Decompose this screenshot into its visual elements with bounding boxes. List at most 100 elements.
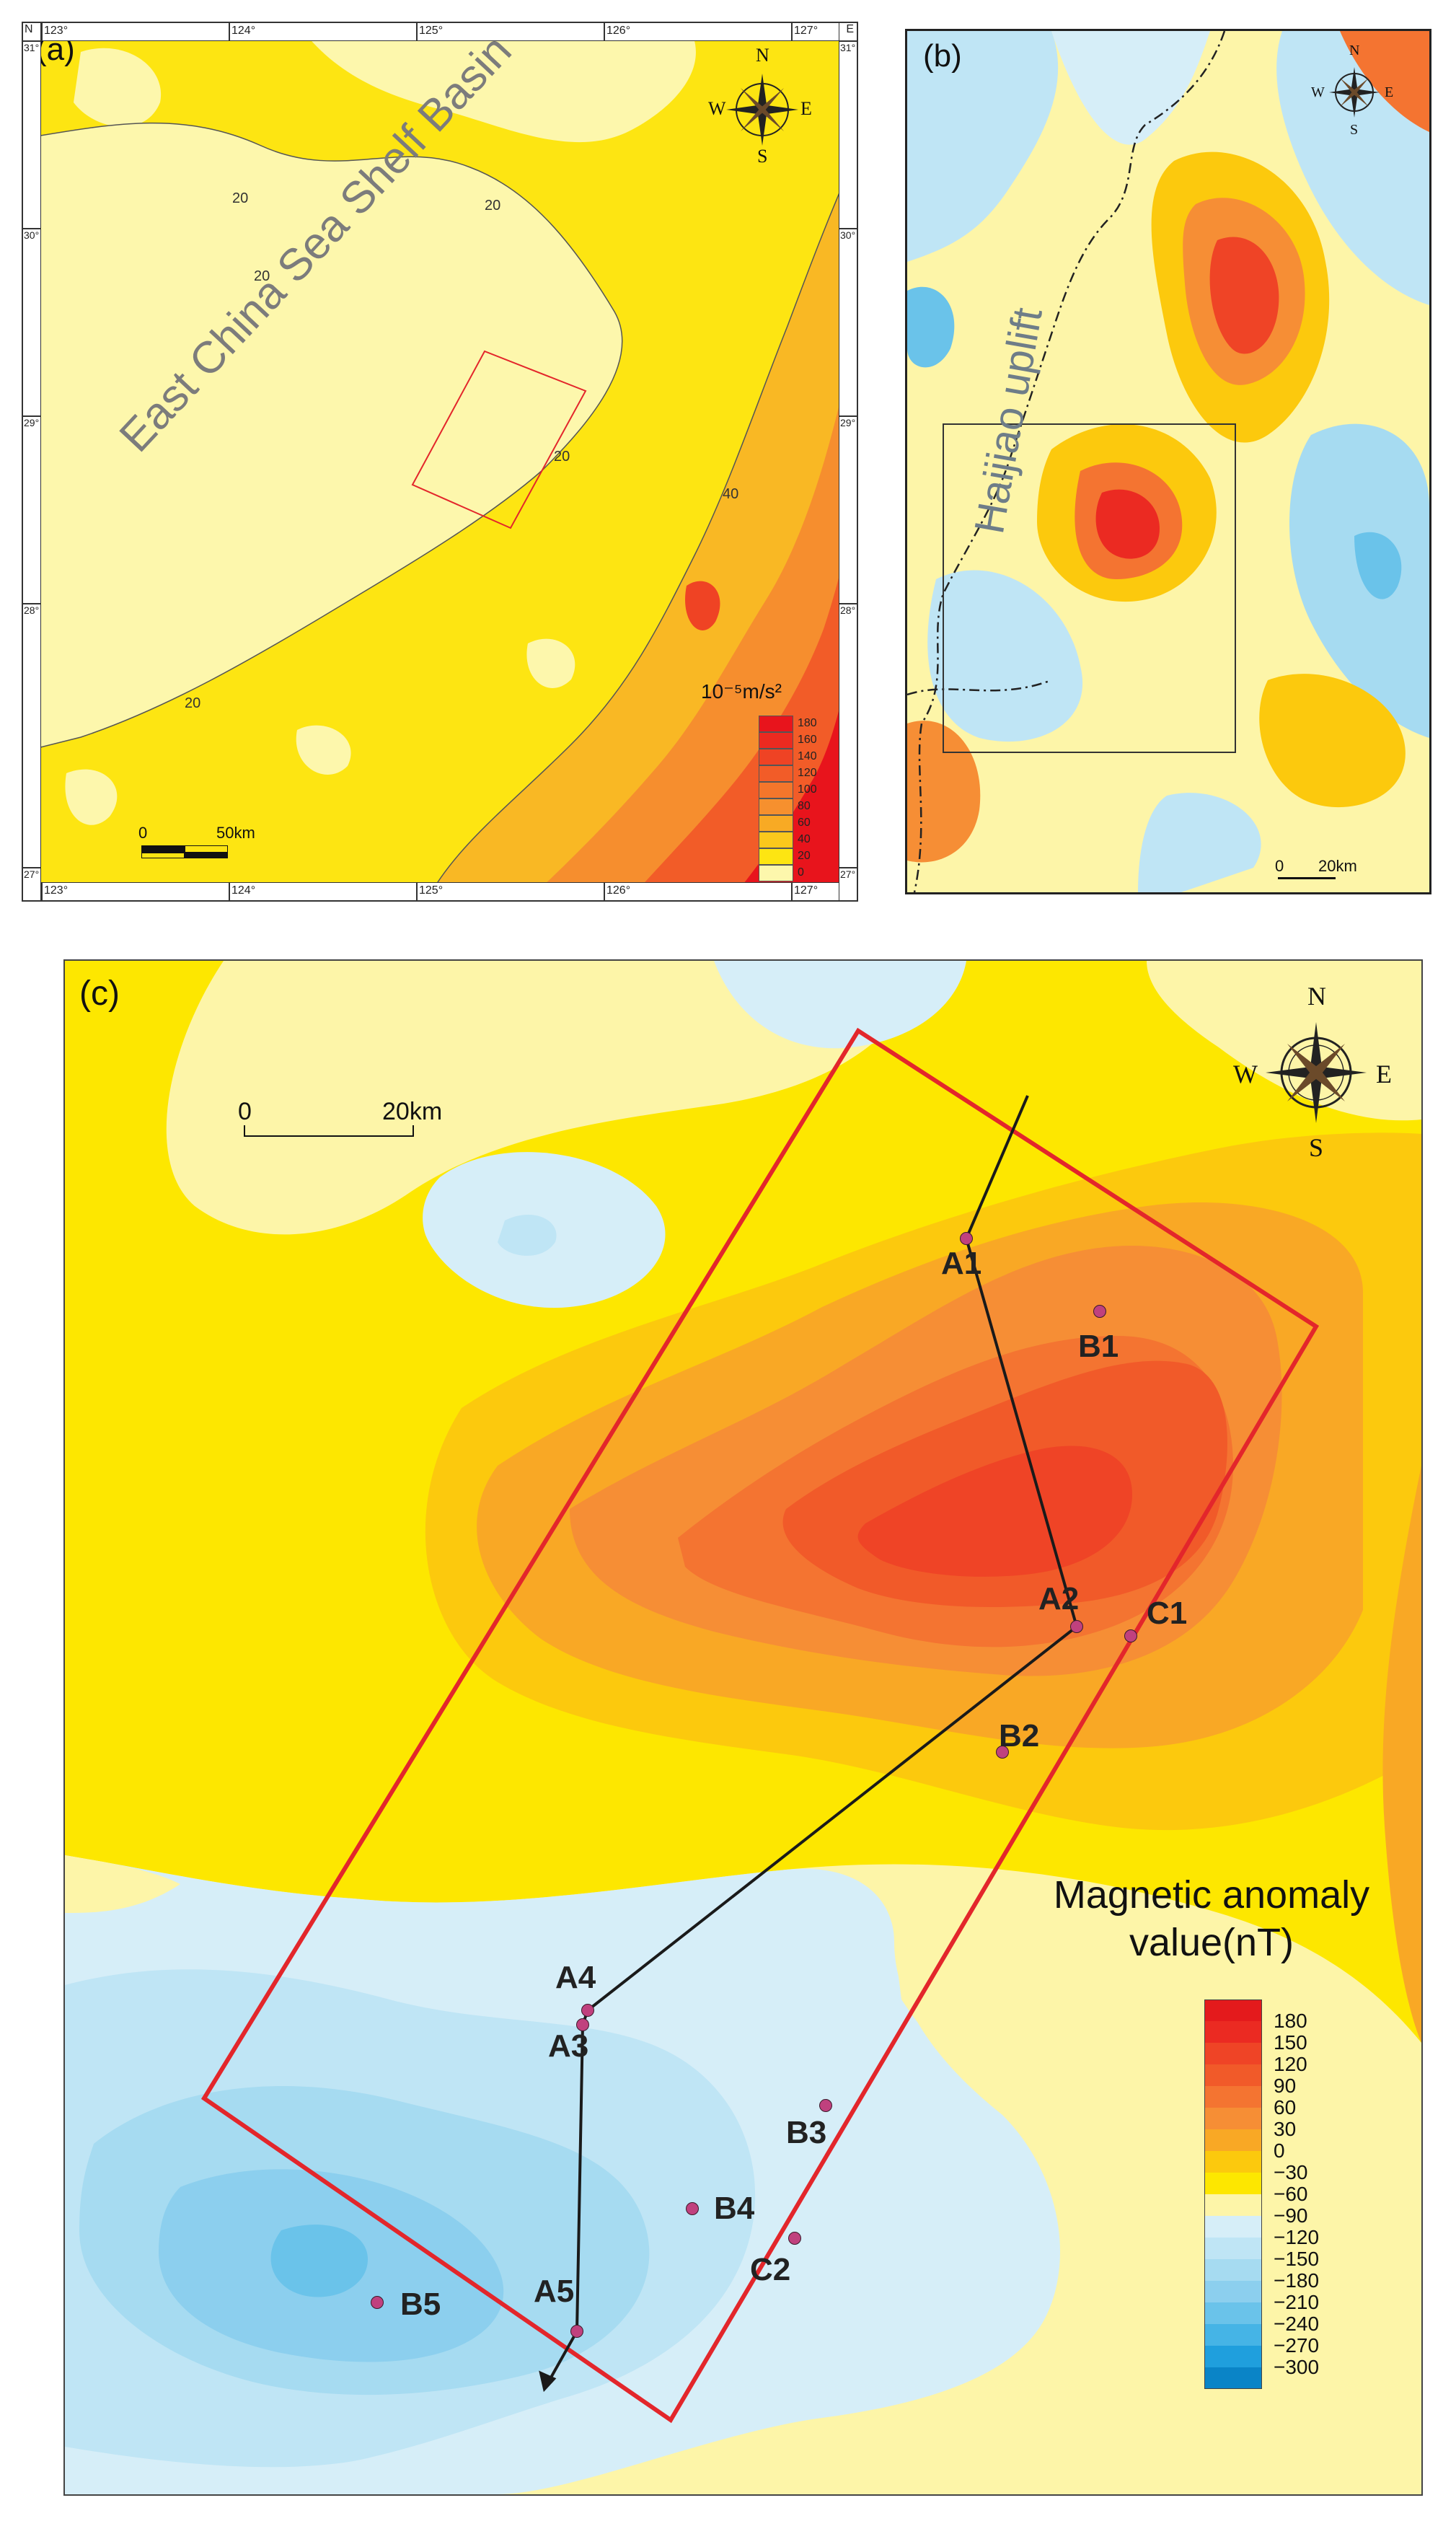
lon-tick-label: 123° xyxy=(44,25,69,37)
panel-c-map-svg xyxy=(65,961,1421,2494)
point-label: B2 xyxy=(999,1718,1040,1754)
map-b-high-zone xyxy=(1209,237,1279,354)
legend-swatch xyxy=(759,732,793,749)
site-marker[interactable] xyxy=(819,2099,832,2112)
legend-swatch xyxy=(759,832,793,848)
site-marker[interactable] xyxy=(371,2296,384,2309)
map-a-blob xyxy=(685,581,720,630)
legend-swatch xyxy=(759,716,793,732)
map-b-low-zone xyxy=(1354,532,1402,599)
contour-label: 40 xyxy=(723,486,739,502)
legend-value: 60 xyxy=(1274,2096,1297,2119)
map-c-zone-120 xyxy=(857,1446,1132,1577)
map-c-zone-0-edge xyxy=(1382,1466,1421,2043)
legend-value: 120 xyxy=(798,767,817,779)
map-a-contour xyxy=(426,152,857,900)
lat-tick-label: 28° xyxy=(840,604,856,616)
lon-tick-label: 124° xyxy=(231,884,256,897)
legend-value: −90 xyxy=(1274,2204,1308,2227)
lon-tick-label: 124° xyxy=(231,25,256,37)
lat-tick-mark xyxy=(23,40,40,42)
lat-axis-right: 31° 30° 29° 28° 27° xyxy=(839,23,857,900)
lon-tick-mark xyxy=(41,883,43,900)
well-marker[interactable] xyxy=(581,2004,594,2017)
well-marker[interactable] xyxy=(1070,1620,1083,1633)
legend-swatch xyxy=(759,798,793,815)
lat-tick-label: 29° xyxy=(24,417,40,428)
legend-swatch xyxy=(1204,2324,1262,2346)
legend-swatch xyxy=(1204,2086,1262,2108)
panel-c-label: (c) xyxy=(79,974,120,1013)
panel-a-scale-bar: 0 50km xyxy=(138,824,355,867)
lon-tick-label: 126° xyxy=(606,25,631,37)
legend-swatch xyxy=(1204,2108,1262,2129)
map-b-low-zone xyxy=(1289,423,1429,738)
lat-tick-mark xyxy=(23,415,40,417)
legend-title: Magnetic anomaly value(nT) xyxy=(1053,1873,1370,1964)
lon-tick-label: 127° xyxy=(794,884,819,897)
site-marker[interactable] xyxy=(788,2232,801,2245)
legend-swatch xyxy=(759,749,793,765)
legend-swatch xyxy=(759,782,793,798)
contour-label: 20 xyxy=(554,449,570,465)
map-b-study-box xyxy=(943,423,1236,753)
map-a-high-zone-100 xyxy=(629,485,857,900)
lon-tick-label: 127° xyxy=(794,25,819,37)
lon-tick-label: 126° xyxy=(606,884,631,897)
compass-rose-icon: N S E W xyxy=(708,45,812,167)
lat-tick-mark xyxy=(23,867,40,868)
point-label: A1 xyxy=(941,1246,982,1281)
well-marker[interactable] xyxy=(570,2325,583,2338)
legend-value: 0 xyxy=(1274,2139,1285,2162)
legend-value: 140 xyxy=(798,750,817,762)
legend-swatch xyxy=(1204,2367,1262,2389)
lon-tick-mark xyxy=(41,23,43,40)
legend-swatch xyxy=(759,815,793,832)
site-marker[interactable] xyxy=(1124,1629,1137,1642)
map-a-blob xyxy=(37,449,106,529)
map-b-low-zone xyxy=(927,570,1083,742)
legend-swatch xyxy=(1204,2129,1262,2151)
map-b-high-zone xyxy=(1259,674,1406,808)
map-a-blob xyxy=(65,769,118,825)
legend-value: 180 xyxy=(1274,2010,1307,2032)
lon-tick-mark xyxy=(604,883,605,900)
legend-swatch xyxy=(1204,2281,1262,2302)
legend-value: 150 xyxy=(1274,2031,1307,2054)
lat-tick-label: 28° xyxy=(24,604,40,616)
legend-swatch xyxy=(759,865,793,881)
legend-swatch xyxy=(1204,2346,1262,2367)
map-c-zone-minus90 xyxy=(166,961,931,1235)
corner-n-label: N xyxy=(25,23,33,35)
well-marker[interactable] xyxy=(960,1232,973,1245)
lon-tick-label: 123° xyxy=(44,884,69,897)
legend-value: 80 xyxy=(798,800,811,812)
lat-tick-mark xyxy=(839,228,857,229)
lat-tick-label: 29° xyxy=(840,417,856,428)
lat-tick-label: 30° xyxy=(840,229,856,241)
point-label: A5 xyxy=(534,2274,575,2309)
legend-swatch xyxy=(1204,2043,1262,2064)
point-label: C1 xyxy=(1147,1596,1188,1631)
points-layer: A1 A2 A3 A4 A5 B1 B2 B3 B4 B5 C1 C2 xyxy=(65,961,1421,2494)
legend-value: −60 xyxy=(1274,2183,1308,2205)
point-label: C2 xyxy=(750,2252,791,2287)
point-label: B3 xyxy=(786,2115,827,2150)
legend-swatch xyxy=(1204,2259,1262,2281)
site-marker[interactable] xyxy=(996,1746,1009,1759)
map-a-blob xyxy=(526,638,575,688)
map-b-boundary-line xyxy=(907,679,1052,696)
site-marker[interactable] xyxy=(1093,1305,1106,1318)
panel-a-legend: 10⁻⁵m/s² 180 160 140 120 100 80 60 40 20 0 xyxy=(701,679,845,896)
map-a-blob xyxy=(74,48,162,127)
lat-tick-mark xyxy=(839,867,857,868)
legend-value: 30 xyxy=(1274,2118,1297,2140)
map-c-zone-minus240 xyxy=(270,2225,368,2297)
legend-swatch xyxy=(1204,2194,1262,2216)
legend-title: 10⁻⁵m/s² xyxy=(701,680,782,703)
map-a-contour xyxy=(23,122,623,752)
legend-value: 90 xyxy=(1274,2075,1297,2097)
well-marker[interactable] xyxy=(576,2018,589,2031)
map-a-low-zone xyxy=(23,123,622,752)
site-marker[interactable] xyxy=(686,2202,699,2215)
